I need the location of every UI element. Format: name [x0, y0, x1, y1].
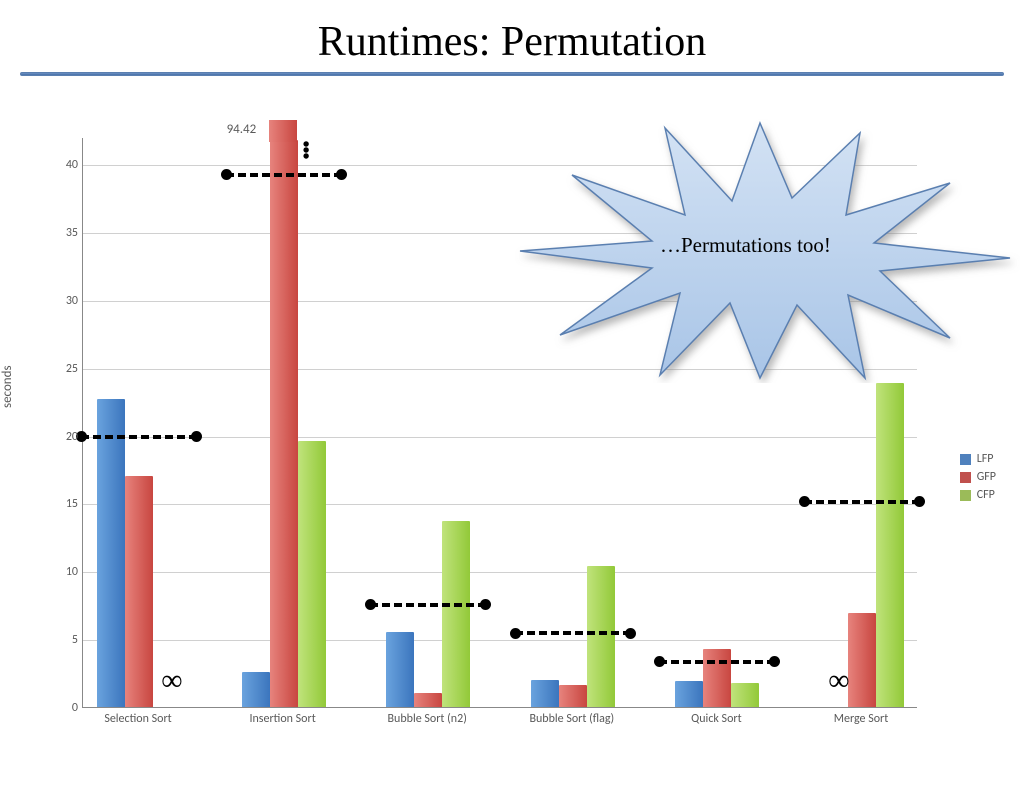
x-tick-label: Bubble Sort (n2) [388, 712, 467, 726]
legend-item-lfp: LFP [960, 452, 996, 466]
legend-swatch [960, 490, 971, 501]
y-tick-label: 20 [22, 430, 78, 444]
callout-starburst: …Permutations too! [500, 103, 1020, 383]
y-tick-label: 25 [22, 362, 78, 376]
bar [442, 521, 470, 707]
bar [587, 566, 615, 707]
bar [298, 441, 326, 707]
bar [876, 383, 904, 707]
ellipsis-dots: ••• [303, 142, 310, 160]
bar [731, 683, 759, 707]
bar [97, 399, 125, 707]
callout-text: …Permutations too! [660, 233, 831, 258]
clipped-bar-fragment [269, 120, 297, 142]
gridline [83, 437, 917, 438]
bar [242, 672, 270, 707]
legend-swatch [960, 454, 971, 465]
legend-label: GFP [977, 470, 996, 484]
y-tick-label: 35 [22, 226, 78, 240]
bar [675, 681, 703, 707]
y-tick-label: 0 [22, 701, 78, 715]
legend-item-cfp: CFP [960, 488, 996, 502]
bar [559, 685, 587, 707]
x-tick-label: Selection Sort [104, 712, 171, 726]
bar [848, 613, 876, 707]
runtime-chart: seconds …Permutations too! LFP GFP [20, 128, 1004, 758]
bar [703, 649, 731, 707]
bar [270, 140, 298, 707]
x-tick-label: Merge Sort [834, 712, 889, 726]
y-tick-label: 30 [22, 294, 78, 308]
bar [125, 476, 153, 707]
bar [531, 680, 559, 707]
x-tick-label: Bubble Sort (flag) [529, 712, 614, 726]
bar [386, 632, 414, 707]
gridline [83, 640, 917, 641]
x-tick-label: Quick Sort [691, 712, 741, 726]
legend-swatch [960, 472, 971, 483]
y-tick-label: 5 [22, 633, 78, 647]
infinity-symbol: ∞ [828, 664, 849, 698]
clipped-value-label: 94.42 [227, 122, 257, 137]
gridline [83, 504, 917, 505]
infinity-symbol: ∞ [161, 664, 182, 698]
legend-label: LFP [977, 452, 994, 466]
y-axis-label: seconds [0, 365, 15, 408]
y-tick-label: 40 [22, 158, 78, 172]
y-tick-label: 15 [22, 497, 78, 511]
legend-item-gfp: GFP [960, 470, 996, 484]
page-title: Runtimes: Permutation [0, 18, 1024, 66]
legend: LFP GFP CFP [960, 448, 996, 506]
title-rule [20, 72, 1004, 76]
legend-label: CFP [977, 488, 995, 502]
gridline [83, 572, 917, 573]
x-tick-label: Insertion Sort [249, 712, 315, 726]
bar [414, 693, 442, 707]
y-tick-label: 10 [22, 565, 78, 579]
